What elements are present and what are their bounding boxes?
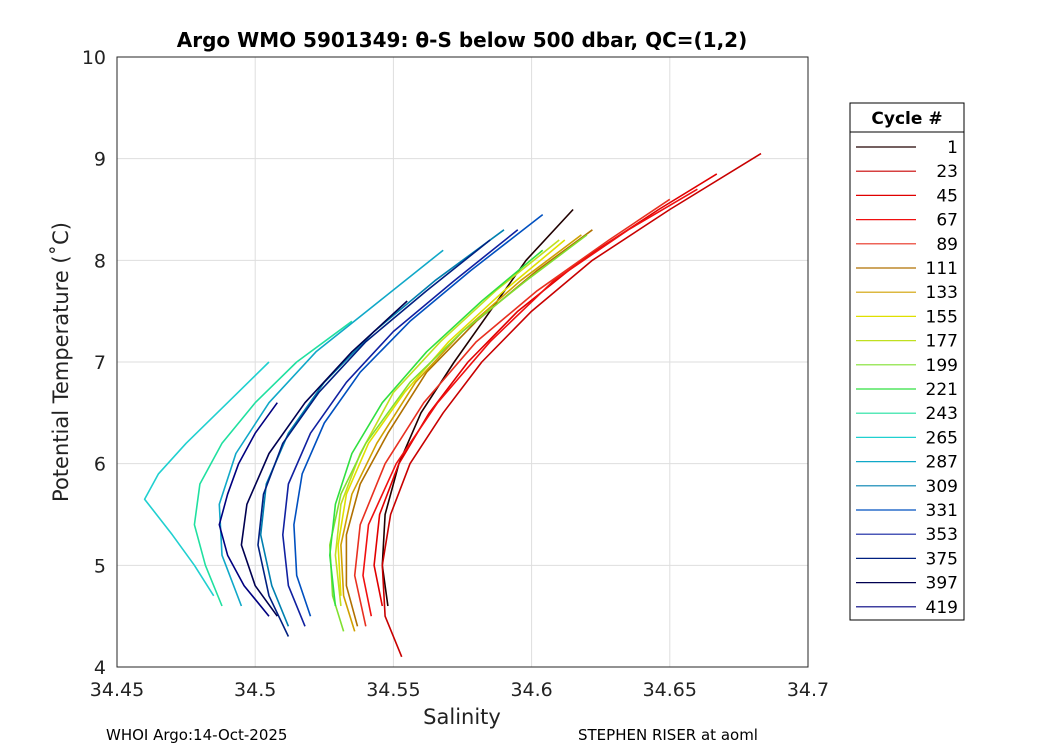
legend-label-397: 397 bbox=[926, 574, 958, 594]
series-line-cycle-419 bbox=[218, 402, 278, 617]
legend-title: Cycle # bbox=[871, 109, 942, 129]
legend: Cycle # 1 23 45 67 89 111 133 155 177 199 221 243 26… bbox=[849, 102, 965, 621]
x-tick-label: 34.6 bbox=[510, 679, 552, 701]
footer-left: WHOI Argo:14-Oct-2025 bbox=[106, 726, 288, 744]
x-tick-labels: 34.45 34.5 34.55 34.6 34.65 34.7 bbox=[90, 679, 829, 701]
legend-label-23: 23 bbox=[936, 162, 958, 182]
legend-label-375: 375 bbox=[926, 549, 958, 569]
x-tick-label: 34.45 bbox=[90, 679, 144, 701]
y-tick-label: 4 bbox=[94, 657, 106, 679]
series-line-cycle-67 bbox=[362, 188, 698, 617]
y-tick-labels: 4 5 6 7 8 9 10 bbox=[82, 47, 106, 679]
series-line-cycle-243 bbox=[193, 320, 353, 607]
y-tick-label: 7 bbox=[94, 352, 106, 374]
series-line-cycle-1 bbox=[381, 208, 574, 607]
legend-label-1: 1 bbox=[947, 138, 958, 158]
y-tick-label: 9 bbox=[94, 149, 106, 171]
legend-label-155: 155 bbox=[926, 307, 958, 327]
series-line-cycle-397 bbox=[240, 300, 408, 617]
series-line-cycle-177 bbox=[334, 239, 560, 607]
y-tick-label: 10 bbox=[82, 47, 106, 69]
legend-label-89: 89 bbox=[936, 235, 958, 255]
series-line-cycle-23 bbox=[381, 152, 762, 658]
legend-label-199: 199 bbox=[926, 356, 958, 376]
y-axis-label: Potential Temperature (˚C) bbox=[49, 222, 73, 502]
legend-label-45: 45 bbox=[936, 186, 958, 206]
series-line-cycle-155 bbox=[337, 239, 566, 596]
plot-frame bbox=[116, 56, 809, 668]
legend-entries: 1 23 45 67 89 111 133 155 177 199 221 243 265 287 309 3… bbox=[856, 138, 958, 618]
series-line-cycle-331 bbox=[293, 213, 544, 617]
series-line-cycle-133 bbox=[340, 234, 582, 632]
legend-label-309: 309 bbox=[926, 477, 958, 497]
series-line-cycle-287 bbox=[218, 249, 444, 607]
y-tick-label: 6 bbox=[94, 454, 106, 476]
series-line-cycle-265 bbox=[143, 361, 270, 597]
y-tick-label: 5 bbox=[94, 555, 106, 577]
legend-label-243: 243 bbox=[926, 404, 958, 424]
x-tick-label: 34.55 bbox=[366, 679, 420, 701]
series-line-cycle-89 bbox=[353, 198, 671, 627]
x-axis-label: Salinity bbox=[423, 705, 501, 729]
chart-title: Argo WMO 5901349: θ-S below 500 dbar, QC… bbox=[177, 28, 747, 52]
series-line-cycle-221 bbox=[328, 249, 544, 607]
x-tick-label: 34.65 bbox=[643, 679, 697, 701]
legend-label-265: 265 bbox=[926, 428, 958, 448]
legend-label-111: 111 bbox=[926, 259, 958, 279]
x-tick-label: 34.5 bbox=[234, 679, 276, 701]
series-lines bbox=[143, 152, 762, 658]
series-line-cycle-375 bbox=[257, 239, 491, 637]
legend-label-177: 177 bbox=[926, 332, 958, 352]
legend-label-287: 287 bbox=[926, 453, 958, 473]
legend-label-419: 419 bbox=[926, 598, 958, 618]
grid-lines bbox=[117, 57, 808, 667]
x-tick-label: 34.7 bbox=[787, 679, 829, 701]
series-line-cycle-353 bbox=[281, 229, 519, 627]
legend-label-221: 221 bbox=[926, 380, 958, 400]
legend-label-331: 331 bbox=[926, 501, 958, 521]
series-line-cycle-309 bbox=[259, 229, 505, 627]
footer-right: STEPHEN RISER at aoml bbox=[578, 726, 758, 744]
legend-label-67: 67 bbox=[936, 211, 958, 231]
legend-label-133: 133 bbox=[926, 283, 958, 303]
legend-label-353: 353 bbox=[926, 525, 958, 545]
y-tick-label: 8 bbox=[94, 250, 106, 272]
